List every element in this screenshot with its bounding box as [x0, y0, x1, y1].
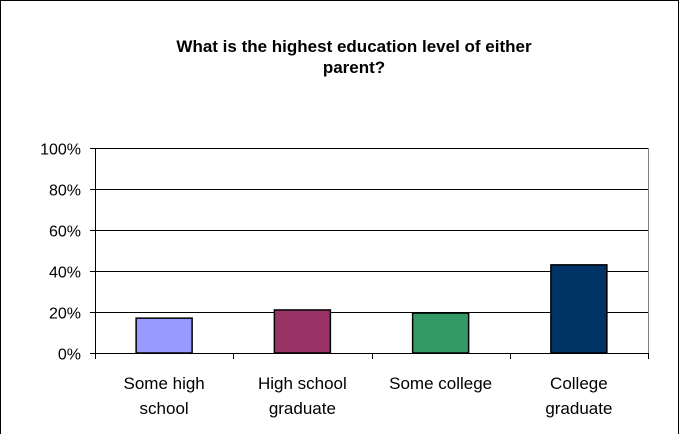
x-category-label-line: graduate: [269, 399, 336, 418]
x-category-label: Some high school: [123, 374, 204, 418]
bar: [550, 264, 608, 354]
y-tick-label: 80%: [49, 183, 81, 200]
plot-area: 0% 20% 40% 60% 80% 100% Some high school High sc…: [40, 142, 649, 418]
x-category-label: College graduate: [545, 374, 612, 418]
x-category-label-line: High school: [258, 374, 347, 393]
x-category-label-line: Some high: [123, 374, 204, 393]
bar: [411, 312, 470, 354]
y-tick-label: 0%: [58, 347, 81, 364]
x-category-label: Some college: [389, 374, 492, 393]
chart-title-line-1: What is the highest education level of e…: [176, 37, 532, 56]
x-category-label-line: College: [550, 374, 608, 393]
y-tick-label: 40%: [49, 265, 81, 282]
x-category-label-line: graduate: [545, 399, 612, 418]
bar: [135, 317, 193, 354]
bar: [273, 309, 332, 354]
x-category-label-line: school: [140, 399, 189, 418]
chart-title: What is the highest education level of e…: [60, 36, 648, 78]
y-tick-label: 20%: [49, 306, 81, 323]
chart-title-line-2: parent?: [322, 58, 386, 77]
x-category-label: High school graduate: [258, 374, 347, 418]
x-category-label-line: Some college: [389, 374, 492, 393]
y-tick-label: 100%: [40, 142, 81, 159]
y-tick-label: 60%: [49, 224, 81, 241]
